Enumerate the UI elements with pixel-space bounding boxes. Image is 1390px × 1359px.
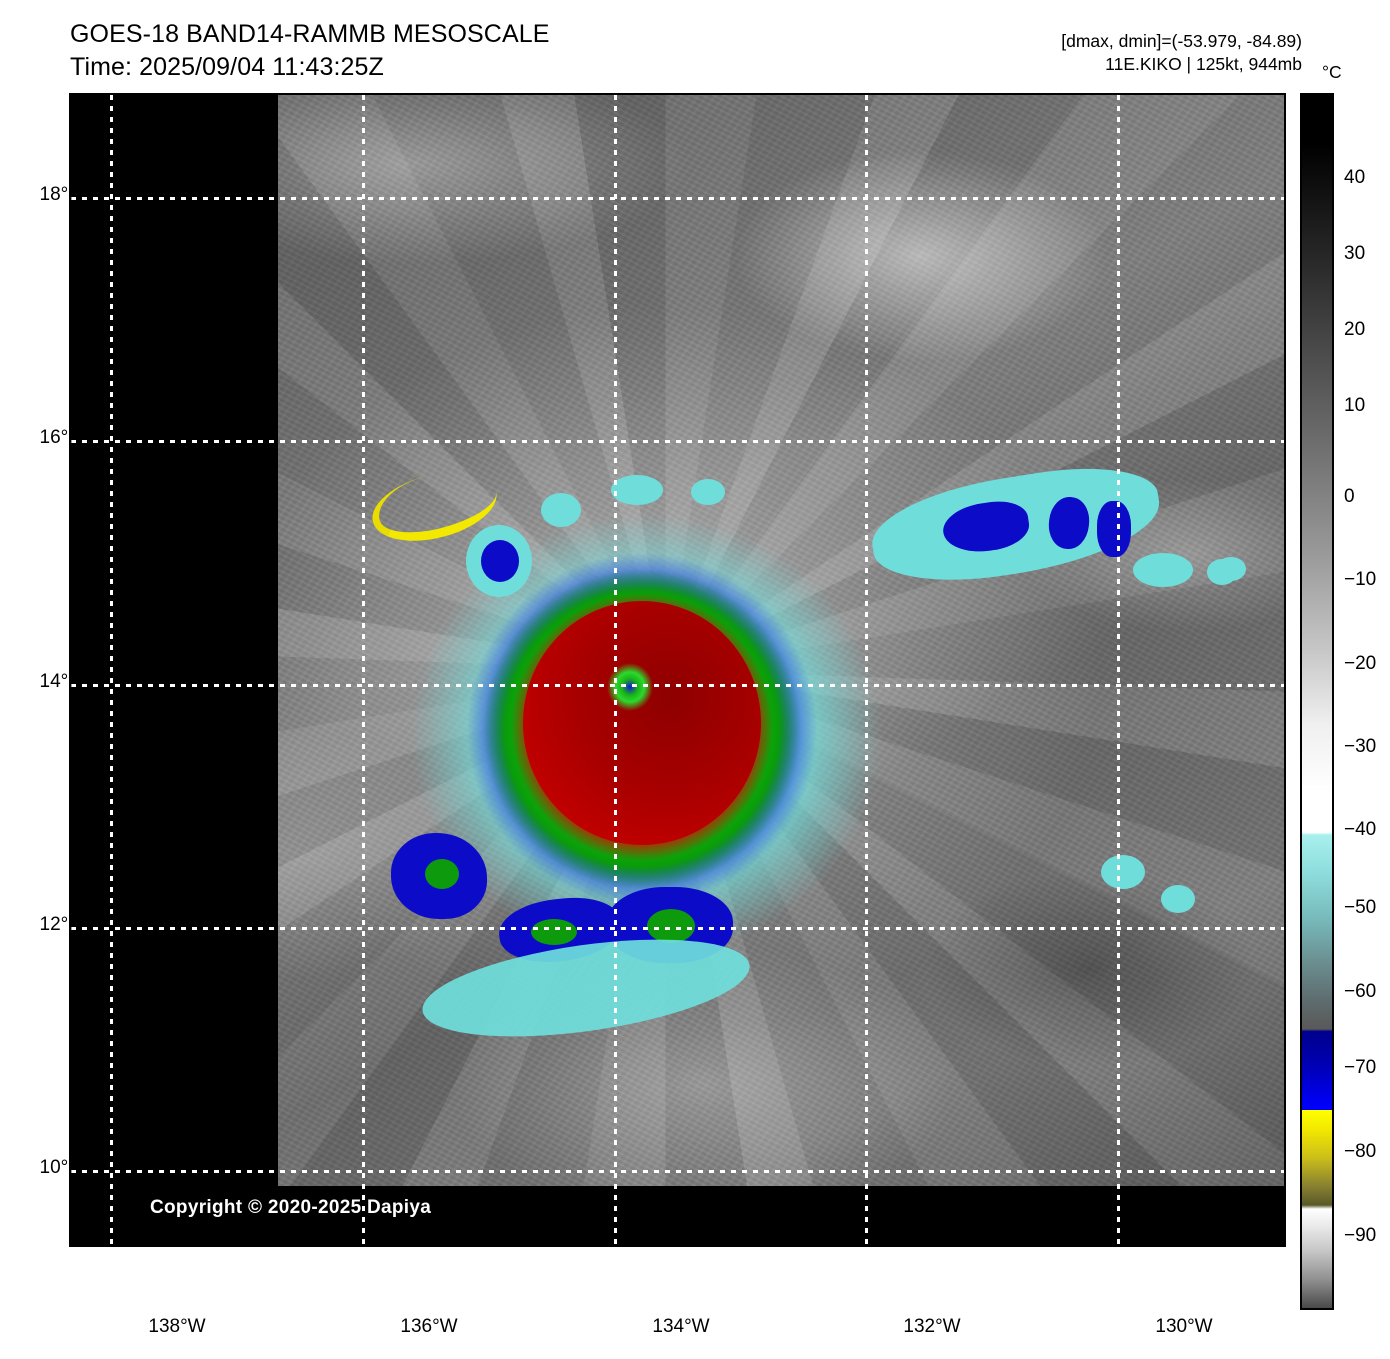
gridline-lat-14n [71,684,1284,687]
cb-tick-m10: −10 [1344,569,1377,590]
x-tick-130w: 130°W [1155,1316,1213,1337]
colorbar-lower-overlay [1300,1110,1334,1310]
colorbar-gradient [1302,95,1332,1308]
cb-tick-m60: −60 [1344,981,1377,1002]
page-title: GOES-18 BAND14-RAMMB MESOSCALE [70,20,550,48]
metadata-block: [dmax, dmin]=(-53.979, -84.89) 11E.KIKO … [1061,30,1302,76]
sw-green-core-a [425,859,459,889]
cb-tick-20: 20 [1344,319,1366,340]
x-tick-138w: 138°W [148,1316,206,1337]
gridline-lat-16n [71,440,1284,443]
title-block: GOES-18 BAND14-RAMMB MESOSCALE Time: 202… [70,18,550,83]
gridline-lat-10n [71,1170,1284,1173]
y-tick-12n: 12°N [39,914,82,935]
x-tick-136w: 136°W [400,1316,458,1337]
copyright-label: Copyright © 2020-2025 Dapiya [150,1197,432,1218]
storm-info-label: 11E.KIKO | 125kt, 944mb [1105,54,1302,75]
cb-tick-0: 0 [1344,486,1355,507]
dmax-dmin-label: [dmax, dmin]=(-53.979, -84.89) [1061,31,1302,51]
nodata-region-left [71,95,278,1245]
cb-tick-m20: −20 [1344,653,1377,674]
cb-tick-m70: −70 [1344,1057,1377,1078]
outer-cyan-cell-e2 [1161,885,1195,913]
satellite-image-plot[interactable]: Copyright © 2020-2025 Dapiya [69,93,1286,1247]
cb-tick-10: 10 [1344,395,1366,416]
y-tick-10n: 10°N [39,1157,82,1178]
x-tick-132w: 132°W [903,1316,961,1337]
ne-cyan-cell-1 [1133,553,1193,587]
timestamp-label: Time: 2025/09/04 11:43:25Z [70,52,384,81]
colorbar-unit-label: °C [1322,62,1342,82]
plot-inner: Copyright © 2020-2025 Dapiya [71,95,1284,1245]
cb-tick-m80: −80 [1344,1141,1377,1162]
gridline-lon-138w [110,95,113,1245]
cb-tick-m50: −50 [1344,897,1377,918]
temperature-colorbar[interactable] [1300,93,1334,1310]
outer-blue-cell-nw [481,540,519,582]
y-tick-14n: 14°N [39,671,82,692]
cb-tick-m90: −90 [1344,1225,1377,1246]
cb-tick-m30: −30 [1344,736,1377,757]
outer-cyan-cell-n2 [611,475,663,505]
y-tick-16n: 16°N [39,427,82,448]
red-cdo-inner-layer [523,601,761,845]
southwest-rainband [381,825,801,1055]
outer-cyan-cell-ne [1216,557,1246,581]
colorbar-lower-gradient [1302,1110,1332,1308]
northeast-convective-band [865,454,1237,596]
cb-tick-40: 40 [1344,167,1366,188]
nodata-region-bottom [71,1186,1284,1245]
outer-cyan-cell-n1 [541,493,581,527]
outer-cyan-cell-e1 [1101,855,1145,889]
hurricane-kiko-core [365,460,931,995]
gridline-lon-130w [1117,95,1120,1245]
cb-tick-30: 30 [1344,243,1366,264]
sw-green-core-b [531,919,577,945]
y-tick-18n: 18°N [39,184,82,205]
gridline-lat-18n [71,197,1284,200]
outer-cyan-cell-n3 [691,479,725,505]
x-tick-134w: 134°W [652,1316,710,1337]
gridline-lon-134w [614,95,617,1245]
sw-green-core-c [647,909,695,943]
cb-tick-m40: −40 [1344,819,1377,840]
gridline-lon-136w [362,95,365,1245]
ne-blue-cell-c [1097,501,1131,557]
gridline-lon-132w [865,95,868,1245]
gridline-lat-12n [71,927,1284,930]
